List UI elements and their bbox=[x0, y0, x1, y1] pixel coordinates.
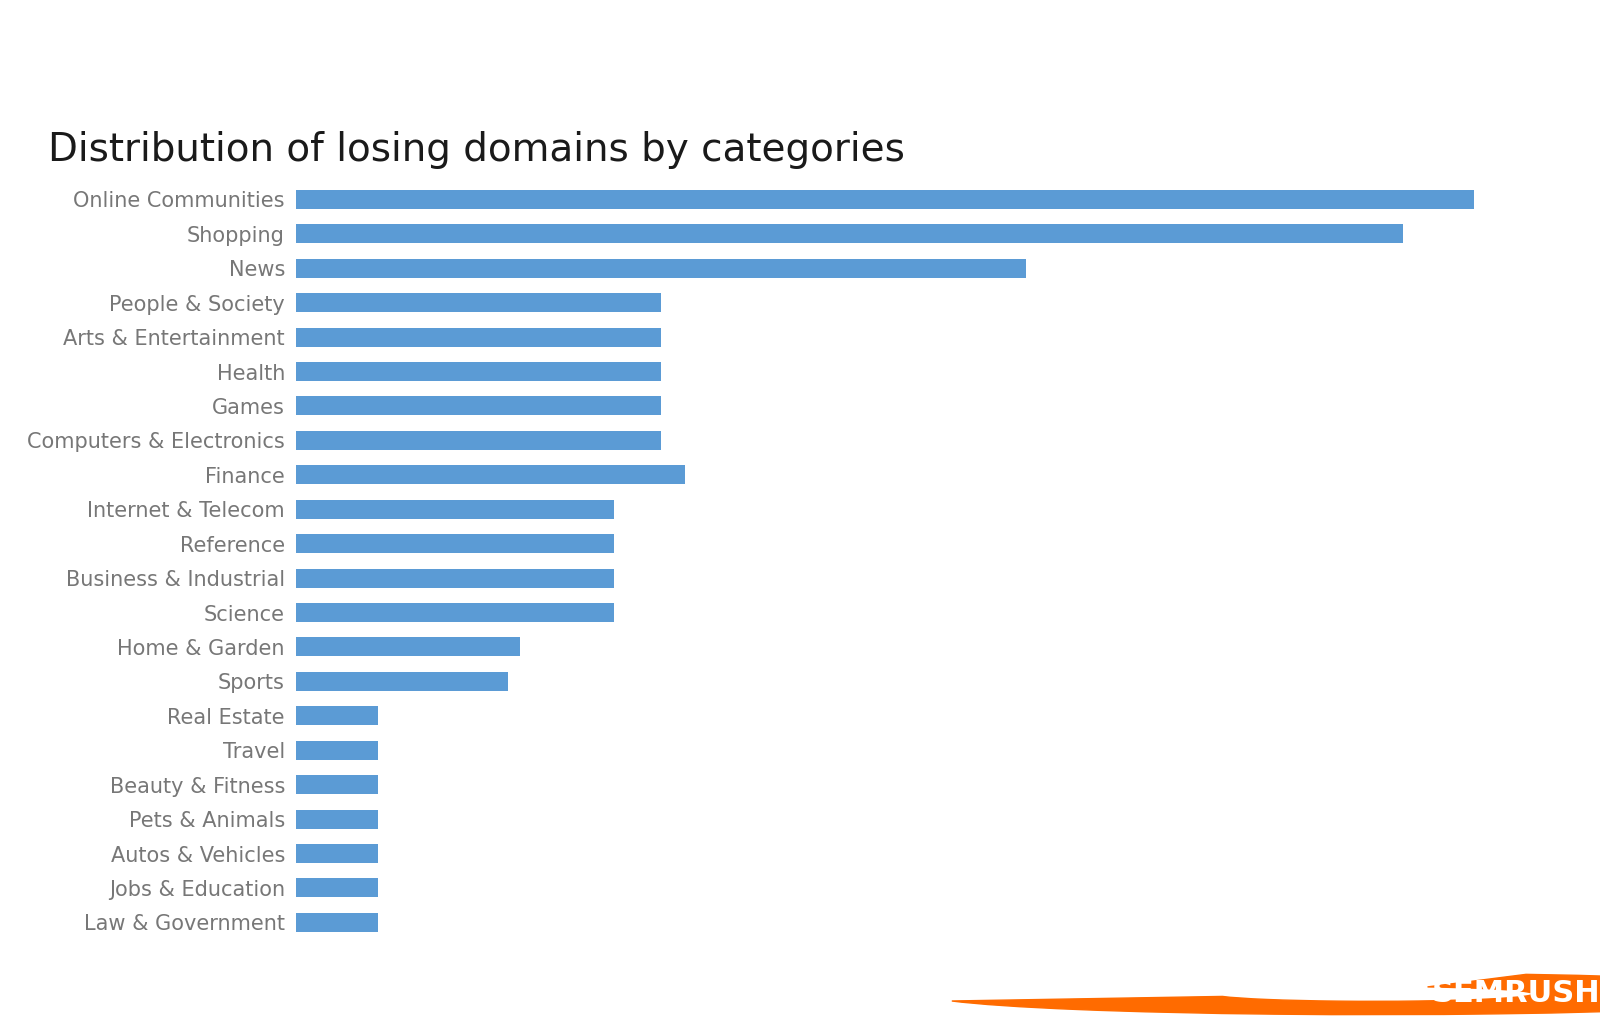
Bar bbox=[296, 328, 661, 346]
Bar bbox=[296, 740, 379, 760]
Bar bbox=[296, 809, 379, 829]
Bar bbox=[296, 912, 379, 932]
Bar bbox=[296, 225, 1403, 243]
Text: Distribution of losing domains by categories: Distribution of losing domains by catego… bbox=[48, 131, 906, 169]
Bar bbox=[296, 603, 614, 622]
Bar bbox=[296, 465, 685, 485]
Bar bbox=[296, 431, 661, 450]
Text: SEMRUSH: SEMRUSH bbox=[1432, 979, 1600, 1008]
Bar bbox=[296, 362, 661, 381]
Bar bbox=[296, 637, 520, 657]
Bar bbox=[296, 569, 614, 588]
Bar bbox=[296, 397, 661, 415]
Wedge shape bbox=[952, 974, 1600, 1015]
Bar bbox=[296, 534, 614, 553]
Bar bbox=[296, 500, 614, 519]
Bar bbox=[296, 706, 379, 725]
Bar bbox=[296, 878, 379, 897]
Bar bbox=[296, 259, 1026, 277]
Bar bbox=[296, 672, 509, 691]
Bar bbox=[296, 190, 1474, 209]
Bar bbox=[296, 775, 379, 794]
Bar bbox=[296, 293, 661, 312]
Bar bbox=[296, 844, 379, 863]
Text: semrush.com: semrush.com bbox=[48, 985, 170, 1003]
